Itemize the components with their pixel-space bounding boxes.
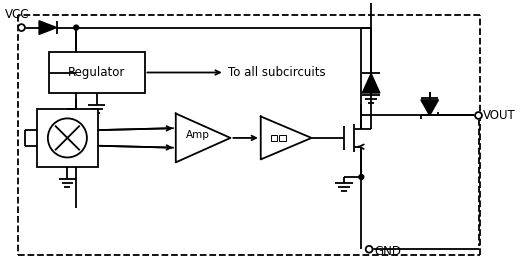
- Text: To all subcircuits: To all subcircuits: [228, 66, 325, 79]
- Bar: [279, 135, 286, 141]
- Text: VOUT: VOUT: [484, 109, 516, 122]
- Circle shape: [74, 25, 79, 30]
- Circle shape: [475, 112, 482, 119]
- Bar: [37, 109, 98, 167]
- Circle shape: [18, 24, 25, 31]
- Polygon shape: [362, 73, 380, 93]
- Text: GND: GND: [374, 245, 401, 258]
- Polygon shape: [421, 100, 438, 116]
- Text: VCC: VCC: [5, 8, 30, 21]
- Text: Amp: Amp: [186, 130, 210, 140]
- Text: Regulator: Regulator: [68, 66, 125, 79]
- Bar: [270, 135, 277, 141]
- Circle shape: [366, 246, 372, 253]
- Circle shape: [359, 174, 364, 180]
- Bar: [49, 52, 145, 93]
- Polygon shape: [39, 21, 57, 34]
